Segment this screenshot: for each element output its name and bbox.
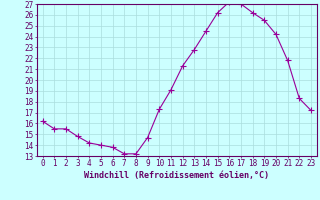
X-axis label: Windchill (Refroidissement éolien,°C): Windchill (Refroidissement éolien,°C) — [84, 171, 269, 180]
